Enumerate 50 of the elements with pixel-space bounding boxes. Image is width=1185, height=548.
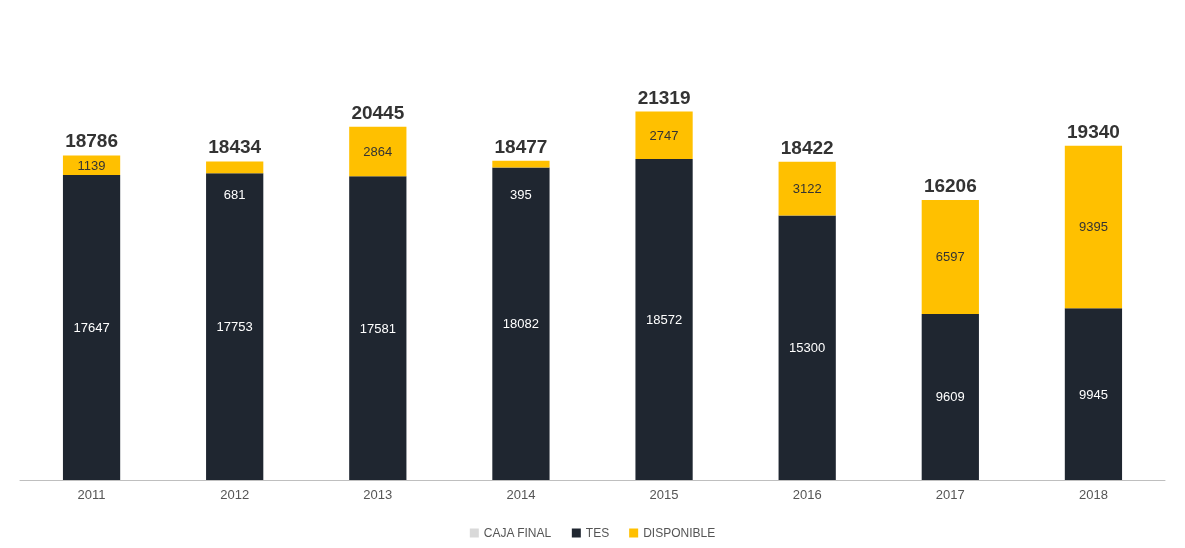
bar bbox=[349, 176, 407, 480]
total-label: 16206 bbox=[923, 174, 977, 196]
x-tick-label: 2018 bbox=[1078, 487, 1108, 502]
total-label: 21319 bbox=[637, 86, 691, 108]
x-tick-label: 2012 bbox=[220, 487, 250, 502]
data-label: 17753 bbox=[216, 319, 253, 335]
data-label: 2747 bbox=[649, 127, 679, 143]
data-label: 681 bbox=[223, 187, 246, 203]
data-label: 1139 bbox=[77, 157, 106, 173]
bar bbox=[206, 173, 264, 480]
x-tick-label: 2014 bbox=[506, 487, 536, 502]
bar bbox=[778, 215, 836, 480]
x-tick-label: 2017 bbox=[935, 487, 965, 502]
data-label: 6597 bbox=[935, 249, 965, 265]
x-tick-label: 2011 bbox=[77, 487, 106, 502]
data-label: 9609 bbox=[935, 389, 965, 405]
data-label: 17647 bbox=[73, 320, 110, 336]
data-label: 17581 bbox=[359, 320, 396, 336]
total-label: 20445 bbox=[351, 101, 405, 123]
bar bbox=[492, 160, 550, 168]
bar bbox=[62, 175, 121, 480]
bar bbox=[492, 167, 550, 480]
bar bbox=[921, 199, 979, 314]
data-label: 9945 bbox=[1078, 386, 1108, 402]
legend-label: DISPONIBLE bbox=[643, 526, 716, 540]
data-label: 9395 bbox=[1078, 219, 1108, 235]
bar bbox=[778, 161, 836, 216]
x-tick-label: 2015 bbox=[649, 487, 679, 502]
data-label: 2864 bbox=[363, 143, 393, 159]
total-label: 18477 bbox=[494, 135, 548, 157]
total-label: 18786 bbox=[65, 130, 118, 152]
data-label: 18572 bbox=[645, 312, 683, 328]
x-tick-label: 2013 bbox=[363, 487, 393, 502]
total-label: 18434 bbox=[208, 136, 262, 158]
legend-label: CAJA FINAL bbox=[483, 526, 552, 540]
bar bbox=[1064, 145, 1123, 309]
total-label: 18422 bbox=[780, 136, 834, 158]
data-label: 18082 bbox=[502, 316, 540, 332]
bar bbox=[635, 111, 693, 160]
bar bbox=[349, 126, 407, 177]
bar bbox=[1064, 308, 1123, 480]
bar bbox=[921, 313, 979, 480]
data-label: 3122 bbox=[792, 181, 822, 197]
bar bbox=[206, 161, 264, 174]
x-tick-label: 2016 bbox=[792, 487, 822, 502]
data-label: 15300 bbox=[789, 340, 826, 356]
total-label: 19340 bbox=[1067, 120, 1120, 142]
bar bbox=[635, 159, 693, 480]
data-label: 395 bbox=[510, 186, 532, 202]
legend-label: TES bbox=[585, 526, 610, 540]
